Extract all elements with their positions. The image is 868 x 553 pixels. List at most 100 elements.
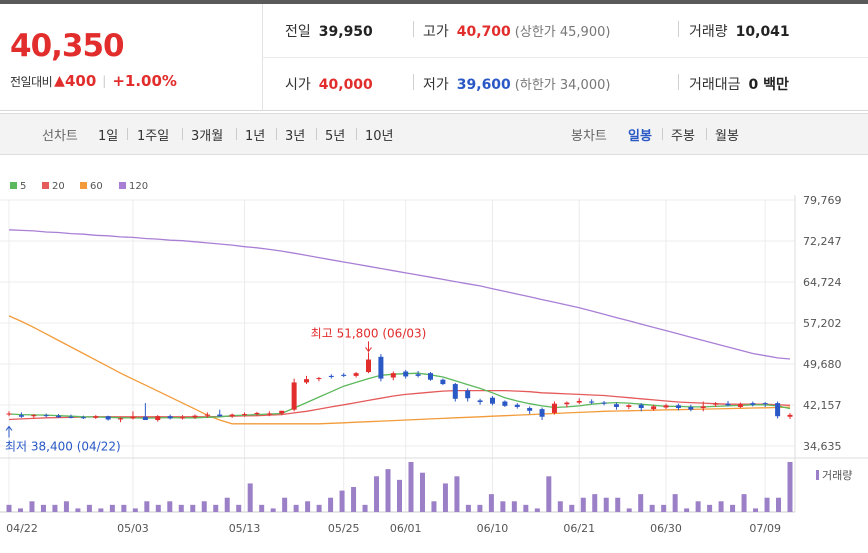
- candle-body: [105, 416, 111, 420]
- candle-body: [477, 400, 483, 403]
- low-label: 저가: [423, 77, 449, 93]
- period-1w-button[interactable]: 1주일: [137, 129, 170, 144]
- volume-bar: [523, 504, 529, 512]
- volume-bar: [638, 494, 644, 512]
- volume-bar: [305, 501, 311, 512]
- candle-body: [465, 390, 471, 399]
- volume-bar: [488, 494, 494, 512]
- candle-body: [651, 406, 657, 410]
- legend-label: 5: [20, 181, 26, 192]
- volume-bar: [40, 504, 46, 512]
- legend-swatch: [119, 182, 126, 189]
- volume-bar: [144, 501, 150, 512]
- y-tick-label: 72,247: [803, 235, 842, 248]
- candle-body: [564, 402, 570, 405]
- volume-bar: [672, 494, 678, 512]
- change-label: 전일대비: [10, 74, 53, 89]
- volume-bar: [511, 501, 517, 512]
- toolbar-divider: [662, 128, 663, 140]
- candle-body: [353, 373, 359, 376]
- high-annotation: 최고 51,800 (06/03): [311, 326, 427, 340]
- period-5y-button[interactable]: 5년: [325, 129, 346, 144]
- y-tick-label: 64,724: [803, 276, 842, 289]
- up-triangle-icon: ▲: [54, 73, 65, 89]
- prev-close-value: 39,950: [318, 24, 373, 40]
- legend-swatch: [10, 182, 17, 189]
- toolbar-divider: [276, 128, 277, 140]
- candle-body: [787, 414, 793, 417]
- volume-bar: [419, 472, 425, 512]
- ma20-line: [8, 389, 791, 421]
- monthly-candle-button[interactable]: 월봉: [715, 129, 739, 144]
- volume-bar: [442, 483, 448, 512]
- volume-bar: [213, 504, 219, 512]
- volume-bar: [121, 504, 127, 512]
- candle-body: [589, 401, 595, 403]
- candle-body: [576, 400, 582, 403]
- volume-bar: [500, 501, 506, 512]
- x-tick-label: 06/21: [563, 522, 595, 535]
- volume-bar: [385, 469, 391, 512]
- volume-bar: [86, 504, 92, 512]
- open-value: 40,000: [318, 77, 373, 93]
- candle-body: [539, 409, 545, 417]
- period-3m-button[interactable]: 3개월: [191, 129, 224, 144]
- volume-bar: [155, 504, 161, 512]
- weekly-candle-button[interactable]: 주봉: [671, 129, 695, 144]
- volume-bar: [557, 501, 563, 512]
- period-10y-button[interactable]: 10년: [365, 129, 394, 144]
- volume-bar: [718, 501, 724, 512]
- candle-body: [68, 416, 74, 418]
- volume-bar: [201, 501, 207, 512]
- candle-body: [229, 414, 235, 417]
- trade-value-cell: 거래대금 0 백만: [689, 74, 789, 94]
- candle-body: [254, 412, 260, 415]
- stats-row-1: 전일 39,950 고가 40,700 (상한가 45,900) 거래량 10,041: [263, 4, 868, 58]
- candle-body: [551, 403, 557, 413]
- period-1d-button[interactable]: 1일: [98, 129, 119, 144]
- volume-bar: [626, 508, 632, 512]
- volume-bar: [408, 462, 414, 512]
- candle-body: [204, 414, 210, 416]
- candle-body: [452, 384, 458, 399]
- candle-body: [403, 371, 409, 377]
- candle-body: [378, 356, 384, 379]
- volume-bar: [603, 497, 609, 512]
- volume-bar: [454, 476, 460, 512]
- volume-bar: [224, 497, 230, 512]
- change-separator: |: [102, 74, 107, 88]
- high-limit: (상한가 45,900): [514, 25, 611, 40]
- candle-body: [56, 415, 62, 418]
- period-1y-button[interactable]: 1년: [245, 129, 266, 144]
- candle-body: [192, 415, 198, 418]
- price-change: 전일대비 ▲ 400 | +1.00%: [10, 72, 177, 90]
- x-tick-label: 06/01: [390, 522, 422, 535]
- low-limit: (하한가 34,000): [514, 78, 611, 93]
- volume-bar: [477, 504, 483, 512]
- candle-body: [390, 373, 396, 378]
- candle-body: [279, 410, 285, 414]
- volume-bar: [293, 504, 299, 512]
- volume-bar: [6, 504, 12, 512]
- volume-bar: [397, 479, 402, 512]
- candlestick-chart: 5 20 60 120 79,769 72,247 64,724 57,202 49,680 42…: [0, 181, 868, 535]
- candle-body: [341, 374, 347, 376]
- candle-body: [18, 415, 24, 417]
- period-3y-button[interactable]: 3년: [285, 129, 306, 144]
- high-label: 고가: [423, 24, 449, 40]
- y-tick-label: 79,769: [803, 194, 842, 207]
- candle-body: [415, 374, 421, 376]
- volume-bar: [351, 487, 357, 512]
- daily-candle-button[interactable]: 일봉: [628, 129, 652, 144]
- open-label: 시가: [285, 77, 311, 93]
- candle-body: [130, 416, 136, 419]
- volume-bar: [534, 508, 540, 512]
- candle-body: [217, 414, 223, 417]
- candle-body: [242, 414, 248, 416]
- volume-bar: [29, 501, 35, 512]
- candle-body: [266, 413, 272, 415]
- candle-body: [489, 397, 495, 404]
- candle-body: [750, 403, 756, 405]
- legend-swatch: [42, 182, 49, 189]
- trade-value-label: 거래대금: [689, 77, 741, 93]
